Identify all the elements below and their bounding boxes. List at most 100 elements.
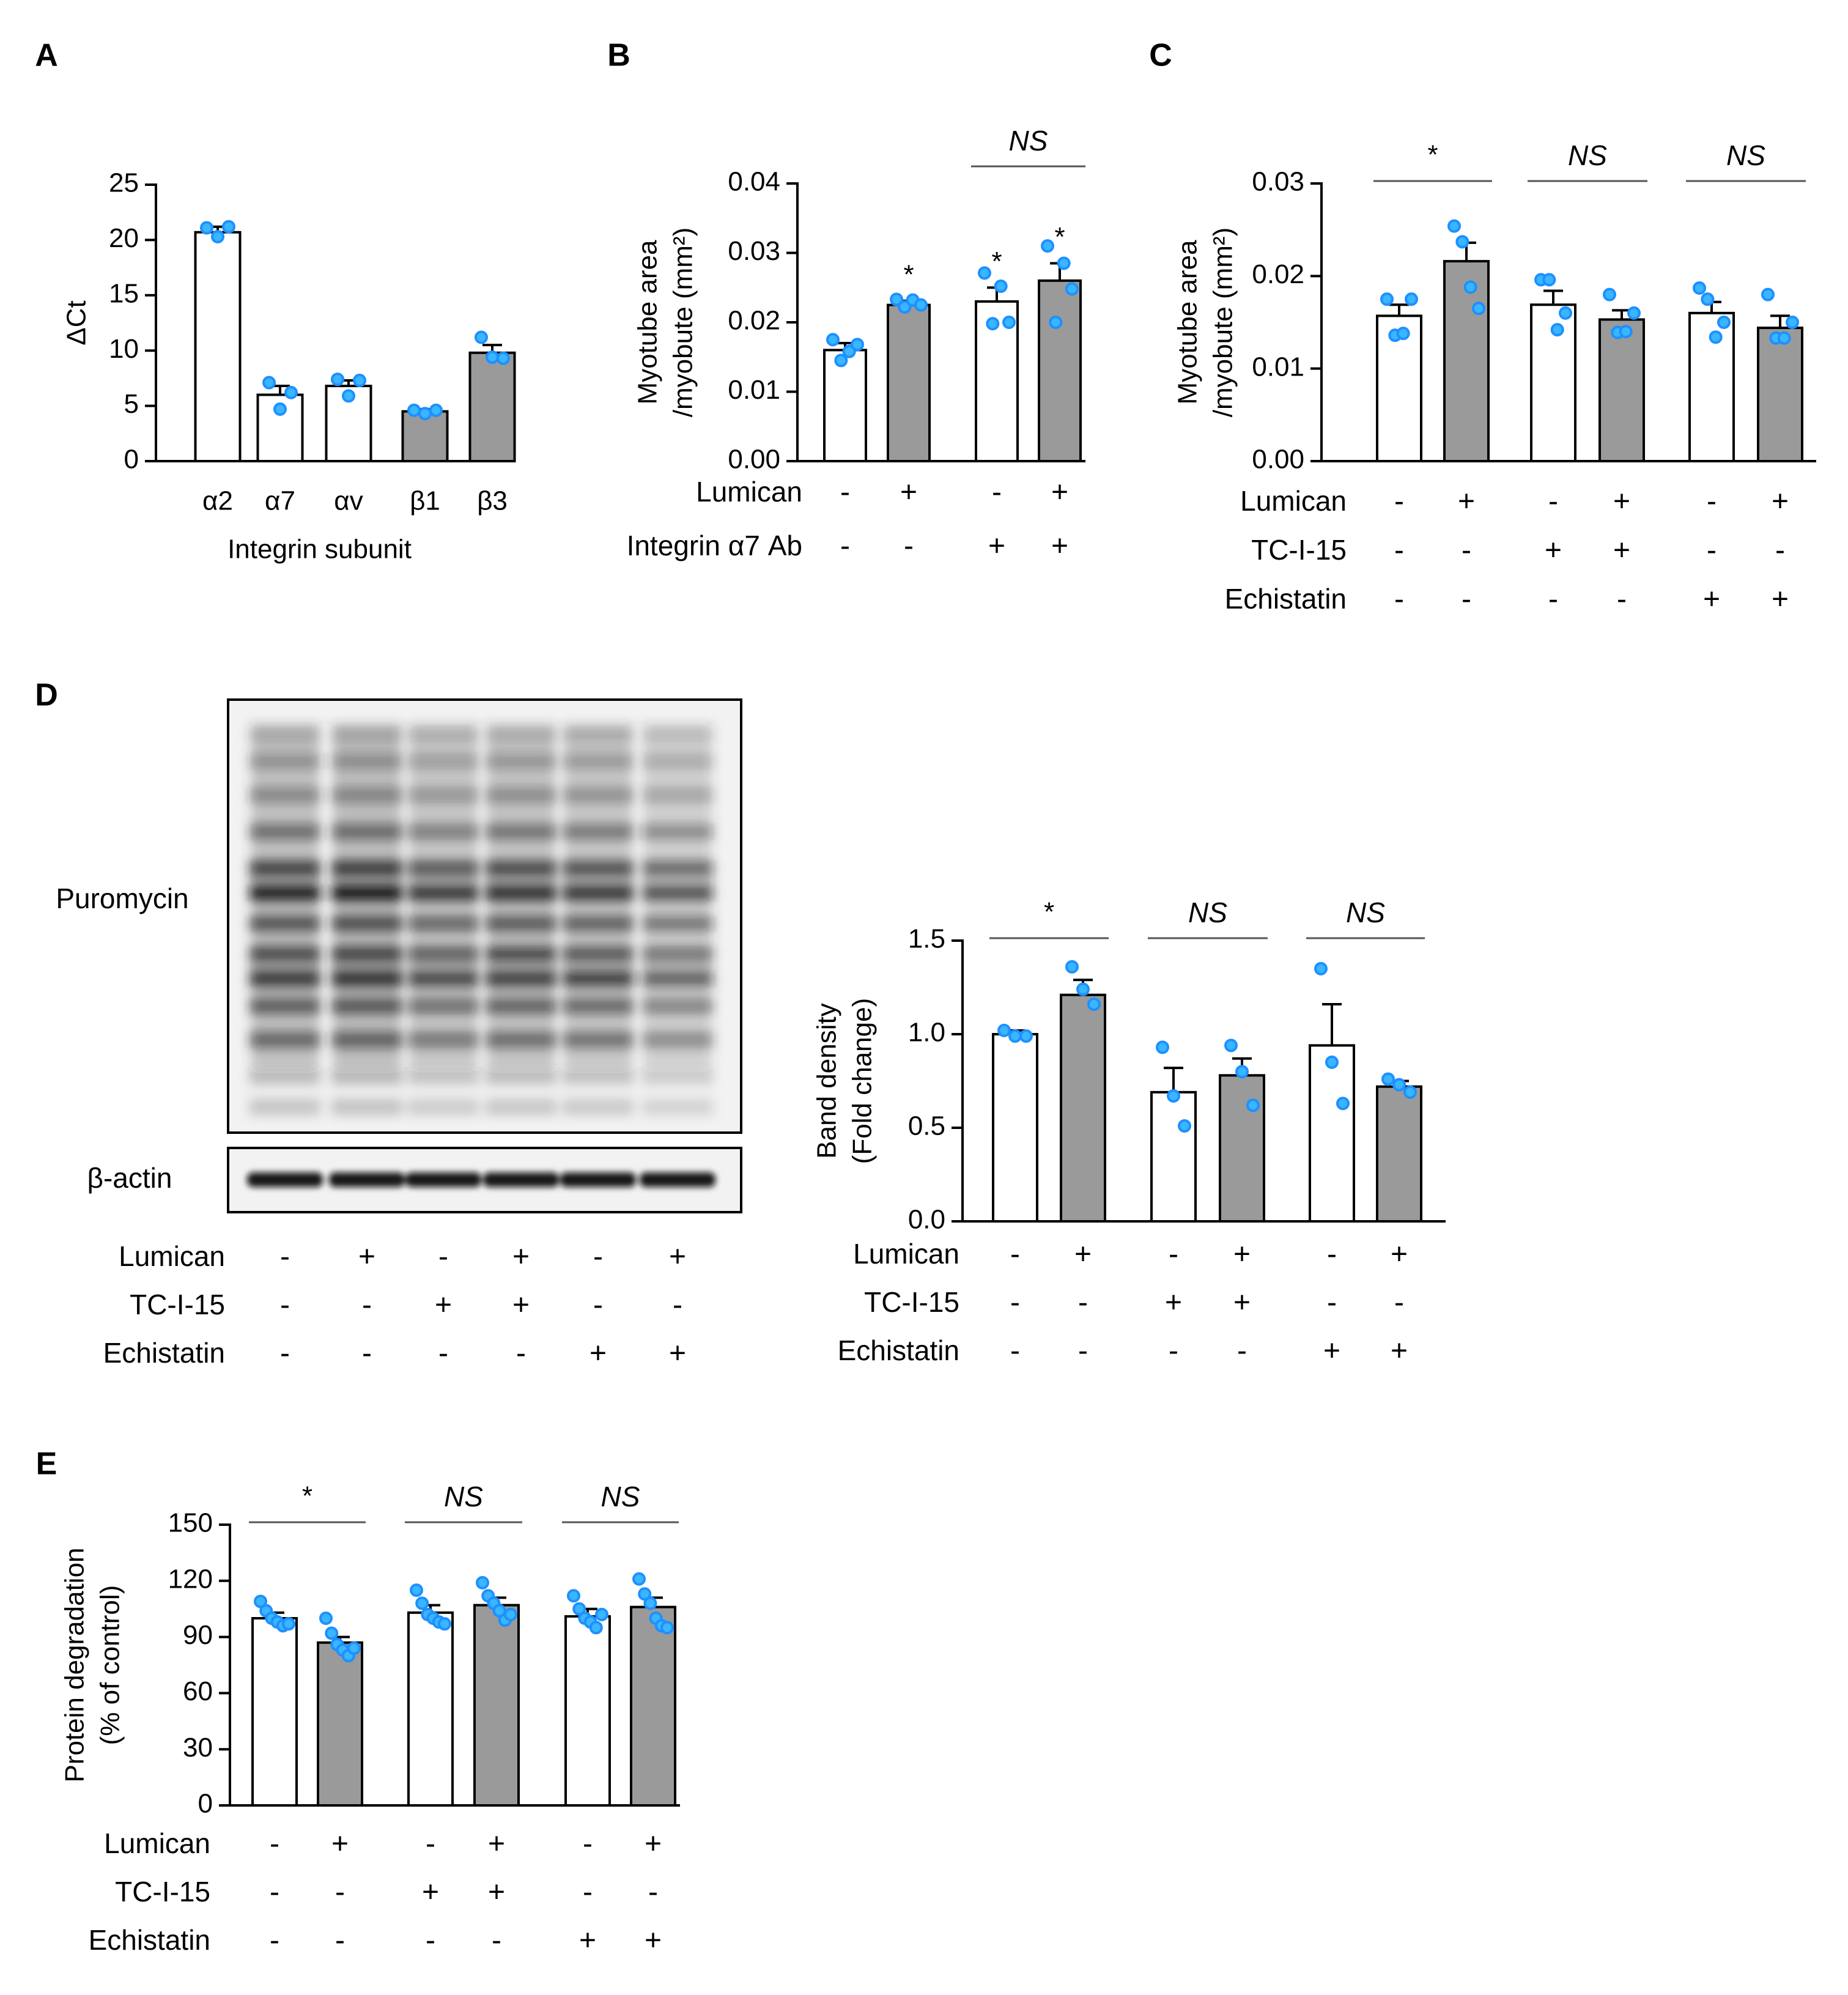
panel-c-factor-sign: - (1462, 535, 1471, 567)
panel-e-factor-sign: - (492, 1925, 501, 1957)
panel-e-factor-sign: - (270, 1925, 279, 1957)
panel-a-data-point (284, 385, 298, 399)
panel-b-factor-sign: + (900, 476, 917, 509)
puromycin-band (249, 970, 320, 987)
panel-e-factor-sign: - (270, 1828, 279, 1860)
panel-e-y-tick-label: 60 (183, 1676, 213, 1706)
panel-e-data-point (638, 1587, 652, 1601)
panel-c-bar (1599, 318, 1645, 463)
panel-c-data-point (1717, 316, 1731, 329)
blot-factor-sign: + (669, 1338, 686, 1370)
panel-b-significance-mark: * (903, 259, 914, 289)
panel-e-data-point (415, 1596, 429, 1610)
panel-d-factor-sign: - (1078, 1287, 1088, 1319)
puromycin-band (642, 915, 713, 932)
panel-a-data-point (273, 402, 287, 416)
puromycin-band (486, 823, 556, 840)
puromycin-band (249, 787, 320, 804)
panel-a-y-tick-label: 0 (124, 445, 139, 475)
blot-factor-sign: + (590, 1338, 607, 1370)
puromycin-band (249, 998, 320, 1015)
puromycin-band (642, 1068, 713, 1085)
panel-d-factor-sign: + (1074, 1238, 1092, 1271)
panel-d-factor-sign: - (1010, 1335, 1020, 1368)
puromycin-label: Puromycin (56, 883, 188, 914)
panel-d-data-point (1224, 1038, 1238, 1053)
panel-d-data-point (1065, 960, 1079, 974)
panel-d-factor-label: TC-I-15 (864, 1286, 959, 1318)
panel-d-data-point (1019, 1029, 1033, 1043)
panel-c-factor-sign: + (1772, 583, 1789, 616)
blot-factor-label: TC-I-15 (130, 1289, 225, 1320)
panel-e-y-tick-label: 30 (183, 1733, 213, 1763)
blot-factor-sign: - (280, 1289, 290, 1322)
panel-d-data-point (1076, 982, 1090, 996)
panel-d-bracket-label: * (1044, 897, 1054, 927)
panel-letter-c: C (1149, 38, 1172, 73)
panel-c-factor-label: TC-I-15 (1251, 534, 1347, 566)
puromycin-band (486, 998, 556, 1015)
panel-d-chart (952, 937, 1446, 1223)
puromycin-band (563, 884, 634, 901)
blot-factor-sign: - (593, 1241, 603, 1273)
panel-e-data-point (589, 1621, 603, 1635)
panel-c-bracket-label: NS (1568, 139, 1607, 171)
puromycin-band (563, 1098, 634, 1116)
panel-b-y-tick-label: 0.01 (728, 375, 780, 405)
panel-b-factor-sign: - (840, 530, 850, 563)
panel-e-data-point (282, 1617, 295, 1631)
panel-d-bar (992, 1033, 1038, 1223)
panel-a-y-tick-label: 10 (109, 334, 139, 364)
puromycin-band (563, 725, 634, 742)
panel-d-factor-sign: + (1391, 1238, 1408, 1271)
panel-a-x-tick-label: αv (334, 486, 363, 516)
panel-d-factor-sign: - (1394, 1287, 1404, 1319)
puromycin-band (249, 946, 320, 963)
panel-a-data-point (211, 229, 224, 243)
panel-e-factor-sign: + (645, 1828, 662, 1860)
blot-factor-sign: + (435, 1289, 452, 1322)
panel-e-bar (317, 1641, 363, 1807)
panel-e-data-point (476, 1575, 489, 1590)
panel-c-chart (1310, 180, 1816, 463)
puromycin-band (331, 915, 402, 932)
puromycin-band (249, 915, 320, 932)
puromycin-band (642, 753, 713, 770)
panel-b-significance-mark: * (1054, 222, 1065, 252)
panel-e-data-point (492, 1604, 506, 1618)
panel-d-data-point (1314, 961, 1328, 975)
panel-e-data-point (595, 1607, 608, 1621)
puromycin-band (563, 1068, 634, 1085)
panel-e-y-tick-label: 120 (168, 1564, 213, 1594)
panel-b-y-tick-label: 0.00 (728, 445, 780, 475)
panel-c-data-point (1619, 325, 1633, 339)
puromycin-band (486, 884, 556, 901)
panel-letter-e: E (36, 1446, 57, 1482)
panel-a-y-tick-label: 15 (109, 278, 139, 308)
puromycin-band (331, 946, 402, 963)
panel-c-factor-sign: - (1617, 583, 1627, 616)
panel-b-data-point (898, 300, 912, 314)
panel-b-bar (823, 349, 867, 463)
panel-d-factor-sign: - (1078, 1335, 1088, 1368)
panel-a-y-axis-label: ΔCt (62, 300, 92, 345)
panel-d-data-point (1381, 1072, 1395, 1086)
puromycin-band (642, 1098, 713, 1116)
panel-c-bar (1443, 260, 1490, 462)
panel-d-factor-label: Echistatin (838, 1334, 959, 1366)
blot-factor-label: Echistatin (103, 1337, 225, 1369)
panel-d-factor-sign: - (1327, 1238, 1337, 1271)
panel-c-data-point (1603, 287, 1616, 302)
panel-e-data-point (567, 1589, 580, 1603)
panel-d-bar (1060, 993, 1106, 1223)
panel-c-data-point (1709, 330, 1723, 344)
panel-b-data-point (890, 292, 903, 306)
puromycin-band (642, 884, 713, 901)
puromycin-band (331, 1068, 402, 1085)
puromycin-band (408, 753, 479, 770)
panel-c-factor-sign: + (1613, 486, 1630, 518)
panel-e-data-point (572, 1602, 586, 1616)
panel-e-factor-sign: - (335, 1925, 345, 1957)
puromycin-band (642, 725, 713, 742)
panel-d-factor-sign: - (1327, 1287, 1337, 1319)
